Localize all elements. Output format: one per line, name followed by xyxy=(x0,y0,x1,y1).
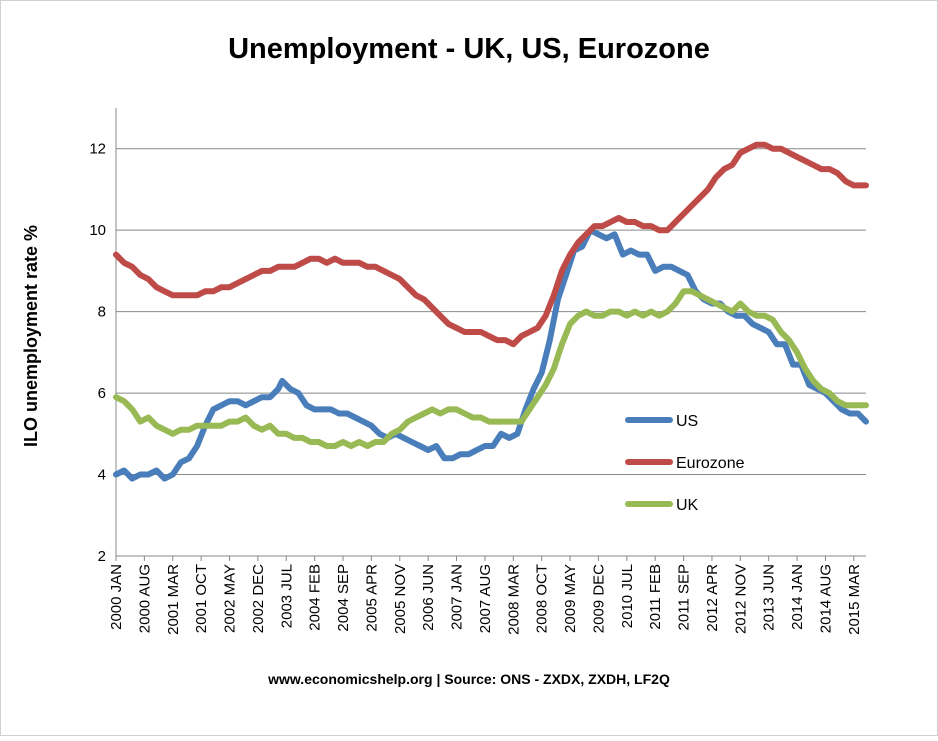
series-line-uk xyxy=(113,288,869,449)
x-tick-label: 2000 JAN xyxy=(108,564,125,630)
x-tick-label: 2005 NOV xyxy=(392,564,409,634)
legend-label-eurozone: Eurozone xyxy=(676,455,745,472)
x-tick-label: 2011 FEB xyxy=(647,564,664,630)
x-tick-label: 2006 JUN xyxy=(420,564,437,631)
x-tick-label: 2010 JUL xyxy=(619,564,636,628)
x-tick-label: 2009 MAY xyxy=(562,564,579,633)
x-tick-label: 2015 MAR xyxy=(846,564,863,635)
series-line-eurozone xyxy=(113,141,869,348)
x-tick-label: 2002 DEC xyxy=(250,564,267,633)
x-tick-label: 2002 MAY xyxy=(222,564,239,633)
x-tick-label: 2001 OCT xyxy=(193,564,210,633)
x-tick-label: 2001 MAR xyxy=(165,564,182,635)
x-tick-label: 2000 AUG xyxy=(136,564,153,633)
legend-label-uk: UK xyxy=(676,497,699,514)
x-tick-label: 2007 AUG xyxy=(477,564,494,633)
x-tick-label: 2005 APR xyxy=(363,564,380,632)
x-tick-label: 2013 JUN xyxy=(761,564,778,631)
x-tick-label: 2014 AUG xyxy=(817,564,834,633)
source-footer: www.economicshelp.org | Source: ONS - ZX… xyxy=(267,671,670,687)
y-tick-label: 10 xyxy=(89,222,106,239)
legend-label-us: US xyxy=(676,413,698,430)
x-tick-label: 2011 SEP xyxy=(676,564,693,630)
series-line-us xyxy=(113,227,869,482)
x-tick-label: 2014 JAN xyxy=(789,564,806,630)
x-tick-label: 2008 OCT xyxy=(534,564,551,633)
x-tick-label: 2012 NOV xyxy=(732,564,749,634)
y-axis-label: ILO unemployment rate % xyxy=(21,225,41,447)
series-lines xyxy=(113,141,869,482)
x-tick-label: 2003 JUL xyxy=(278,564,295,628)
x-tick-label: 2004 SEP xyxy=(335,564,352,632)
y-tick-label: 6 xyxy=(98,385,106,402)
x-tick-label: 2007 JAN xyxy=(449,564,466,630)
y-tick-labels: 2 4 6 8 10 12 xyxy=(89,141,106,565)
x-tick-label: 2004 FEB xyxy=(307,564,324,631)
legend: US Eurozone UK xyxy=(625,413,745,514)
chart-title: Unemployment - UK, US, Eurozone xyxy=(228,33,710,65)
y-tick-label: 4 xyxy=(98,467,106,484)
x-tick-label: 2009 DEC xyxy=(590,564,607,633)
x-tick-label: 2012 APR xyxy=(704,564,721,632)
x-tick-label: 2008 MAR xyxy=(505,564,522,635)
y-tick-label: 2 xyxy=(98,548,106,565)
gridlines xyxy=(116,148,866,476)
x-tick-labels: 2000 JAN 2000 AUG 2001 MAR 2001 OCT 2002 MAY… xyxy=(108,564,863,635)
axes xyxy=(115,108,866,561)
y-tick-label: 8 xyxy=(98,304,106,321)
y-tick-label: 12 xyxy=(89,141,106,158)
